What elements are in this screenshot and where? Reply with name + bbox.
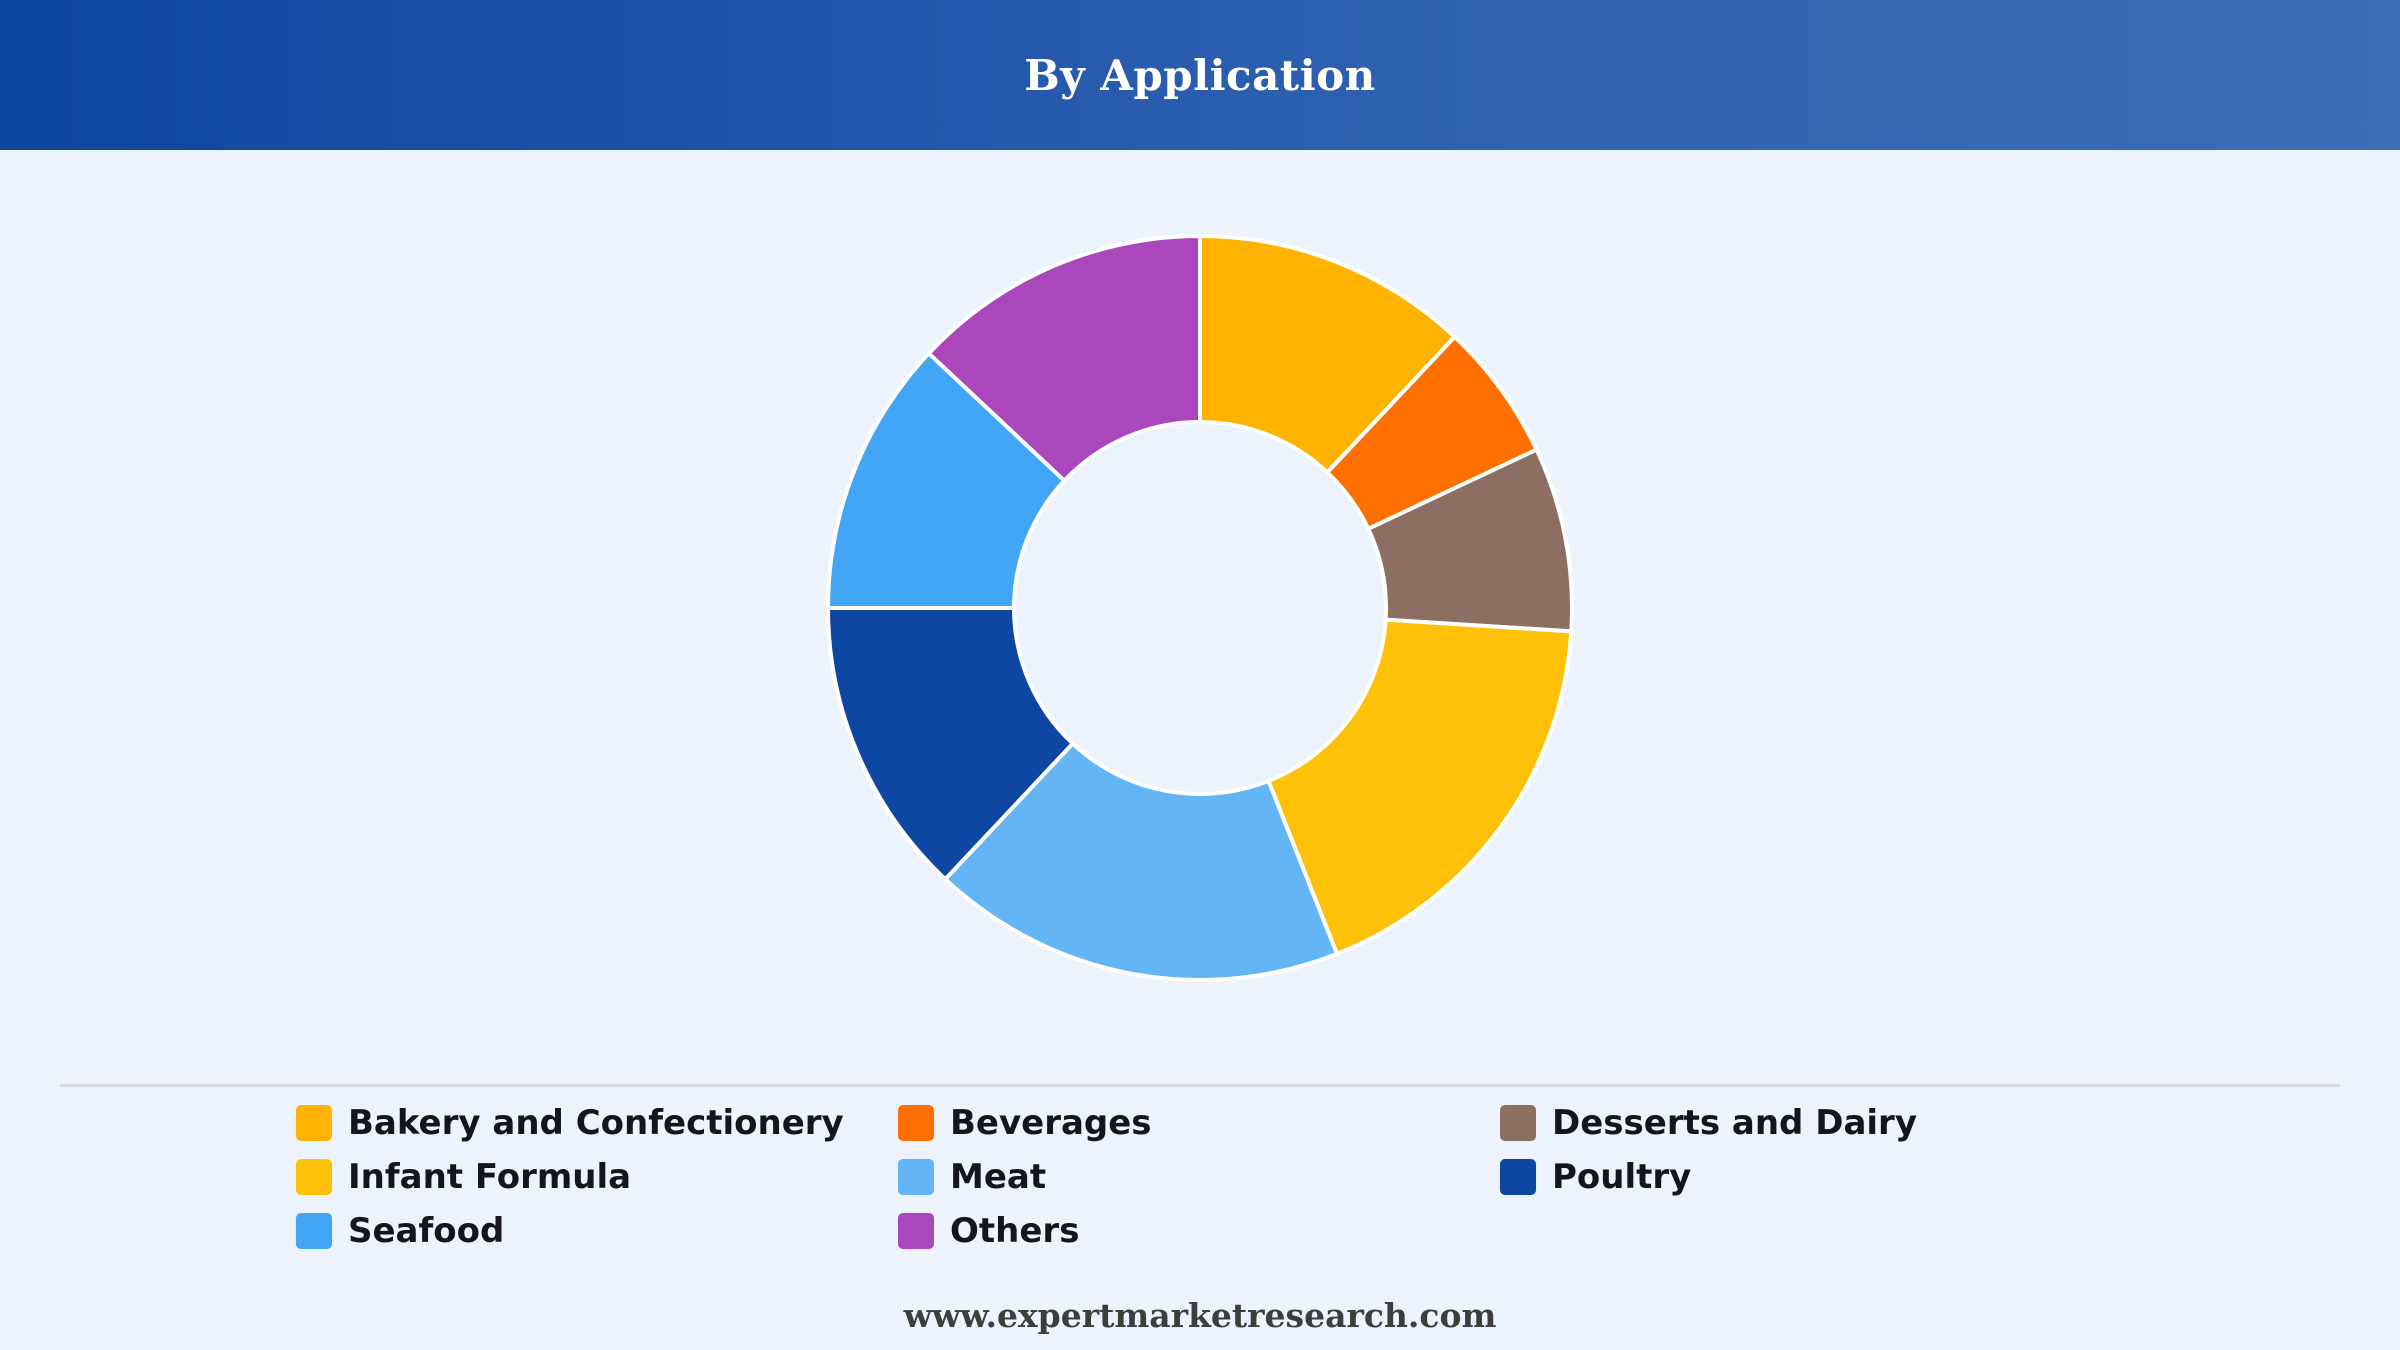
chart-header: By Application — [0, 0, 2400, 150]
legend-item-seafood[interactable]: Seafood — [296, 1204, 898, 1258]
source-url: www.expertmarketresearch.com — [903, 1296, 1497, 1335]
legend-swatch — [1500, 1105, 1536, 1141]
slice-infant-formula[interactable] — [1266, 617, 1574, 956]
legend-item-beverages[interactable]: Beverages — [898, 1096, 1500, 1150]
legend-item-infant-formula[interactable]: Infant Formula — [296, 1150, 898, 1204]
legend-label: Bakery and Confectionery — [348, 1103, 844, 1143]
legend-label: Meat — [950, 1157, 1047, 1197]
legend-item-others[interactable]: Others — [898, 1204, 1500, 1258]
legend-swatch — [296, 1105, 332, 1141]
legend-swatch — [898, 1159, 934, 1195]
slice-meat[interactable] — [943, 741, 1339, 982]
legend-label: Poultry — [1552, 1157, 1692, 1197]
slice-others[interactable] — [926, 234, 1202, 483]
legend-label: Others — [950, 1211, 1080, 1251]
donut-chart — [826, 234, 1574, 982]
legend-label: Beverages — [950, 1103, 1152, 1143]
legend-item-desserts-and-dairy[interactable]: Desserts and Dairy — [1500, 1096, 1980, 1150]
legend-swatch — [1500, 1159, 1536, 1195]
legend-item-meat[interactable]: Meat — [898, 1150, 1500, 1204]
slice-poultry[interactable] — [826, 606, 1075, 882]
legend-swatch — [296, 1159, 332, 1195]
legend-divider — [60, 1084, 2340, 1087]
legend-item-poultry[interactable]: Poultry — [1500, 1150, 1980, 1204]
legend-swatch — [898, 1105, 934, 1141]
slice-seafood[interactable] — [826, 351, 1067, 610]
legend-swatch — [296, 1213, 332, 1249]
legend-swatch — [898, 1213, 934, 1249]
chart-legend: Bakery and Confectionery Beverages Dessert… — [296, 1096, 1980, 1258]
legend-label: Infant Formula — [348, 1157, 632, 1197]
legend-item-bakery-and-confectionery[interactable]: Bakery and Confectionery — [296, 1096, 898, 1150]
slice-bakery-and-confectionery[interactable] — [1198, 234, 1457, 475]
chart-title: By Application — [1024, 50, 1376, 100]
legend-label: Seafood — [348, 1211, 505, 1251]
legend-label: Desserts and Dairy — [1552, 1103, 1917, 1143]
